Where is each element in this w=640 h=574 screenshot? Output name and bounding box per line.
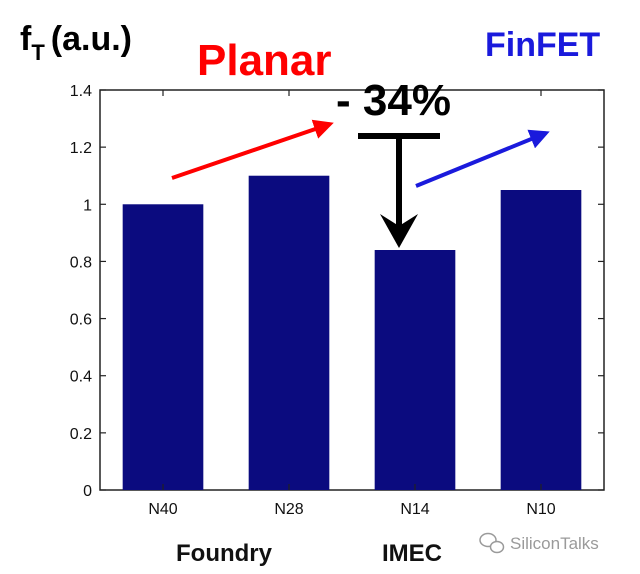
y-axis-label-sub: T xyxy=(31,40,45,65)
y-tick-label: 1.2 xyxy=(70,140,92,157)
y-axis-label: fT (a.u.) xyxy=(20,20,132,65)
x-tick-label-n28: N28 xyxy=(274,501,303,518)
finfet-trend-arrow xyxy=(415,129,550,188)
x-tick-label-n14: N14 xyxy=(400,501,429,518)
drop-label: - 34% xyxy=(336,76,451,125)
watermark-text: SiliconTalks xyxy=(510,534,599,553)
plot-frame xyxy=(99,89,605,491)
x-axis-ticks: N40 N28 N14 N10 xyxy=(148,90,556,518)
bar-n10 xyxy=(500,190,582,490)
y-tick-label: 0.2 xyxy=(70,426,92,443)
wechat-icon xyxy=(479,532,505,554)
finfet-label: FinFET xyxy=(485,26,600,64)
bar-n28 xyxy=(248,175,330,490)
planar-trend-arrow xyxy=(171,119,334,180)
y-axis-label-unit: (a.u.) xyxy=(51,20,132,58)
watermark: SiliconTalks xyxy=(479,532,599,554)
bar-n40 xyxy=(122,204,204,491)
y-tick-label: 0.4 xyxy=(70,369,92,386)
bars xyxy=(122,175,582,491)
bar-n14 xyxy=(374,250,456,490)
y-tick-label: 0.6 xyxy=(70,312,92,329)
x-tick-label-n40: N40 xyxy=(148,501,177,518)
planar-label: Planar xyxy=(197,36,332,85)
y-tick-label: 1 xyxy=(83,197,92,214)
y-axis-ticks: 0 0.2 0.4 0.6 0.8 1 1.2 1.4 xyxy=(70,83,604,500)
group-label-foundry: Foundry xyxy=(176,540,273,567)
y-tick-label: 1.4 xyxy=(70,83,92,100)
group-label-imec: IMEC xyxy=(382,540,442,567)
drop-arrow xyxy=(358,133,440,248)
x-tick-label-n10: N10 xyxy=(526,501,555,518)
y-tick-label: 0 xyxy=(83,483,92,500)
y-axis-label-main: f xyxy=(20,20,32,58)
y-tick-label: 0.8 xyxy=(70,254,92,271)
